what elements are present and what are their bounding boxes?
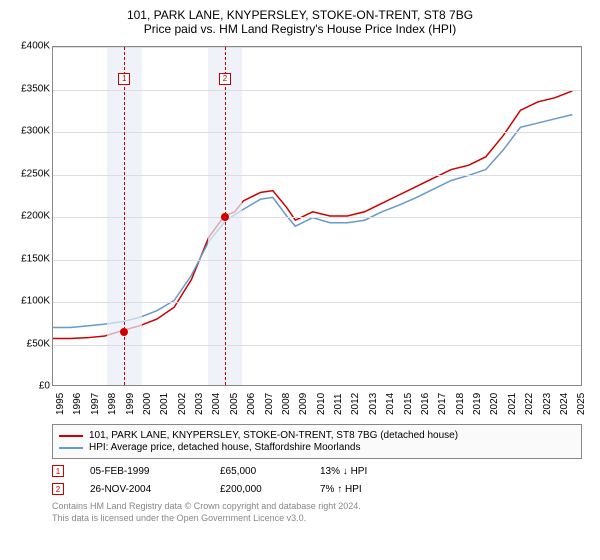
x-axis-label: 1996 (72, 393, 83, 415)
x-axis-label: 2007 (264, 393, 275, 415)
footnote-line-2: This data is licensed under the Open Gov… (52, 513, 590, 525)
chart-title: 101, PARK LANE, KNYPERSLEY, STOKE-ON-TRE… (10, 8, 590, 22)
event-marker-1: 1 (52, 465, 64, 477)
legend-label-hpi: HPI: Average price, detached house, Staf… (89, 442, 360, 453)
legend-swatch-property (59, 435, 83, 437)
event-row-1: 1 05-FEB-1999 £65,000 13% ↓ HPI (52, 465, 590, 477)
event-row-2: 2 26-NOV-2004 £200,000 7% ↑ HPI (52, 483, 590, 495)
y-axis-label: £50K (27, 338, 50, 349)
x-axis-label: 2014 (385, 393, 396, 415)
x-axis-label: 2003 (194, 393, 205, 415)
x-axis-label: 2022 (524, 393, 535, 415)
x-axis-label: 2019 (472, 393, 483, 415)
chart-area: 12 £0£50K£100K£150K£200K£250K£300K£350K£… (10, 40, 590, 420)
x-axis-label: 2025 (576, 393, 587, 415)
footnote-line-1: Contains HM Land Registry data © Crown c… (52, 501, 590, 513)
legend-swatch-hpi (59, 447, 83, 449)
x-axis-label: 2001 (159, 393, 170, 415)
event-hpi-2: 7% ↑ HPI (320, 484, 410, 495)
x-axis-label: 2011 (333, 393, 344, 415)
x-axis-label: 2020 (489, 393, 500, 415)
x-axis-label: 1995 (55, 393, 66, 415)
x-axis-label: 2017 (437, 393, 448, 415)
x-axis-label: 2002 (177, 393, 188, 415)
x-axis-label: 2008 (281, 393, 292, 415)
chart-subtitle: Price paid vs. HM Land Registry's House … (10, 22, 590, 36)
x-axis-label: 2000 (142, 393, 153, 415)
x-axis-label: 1999 (125, 393, 136, 415)
x-axis-label: 2009 (298, 393, 309, 415)
x-axis-label: 2006 (246, 393, 257, 415)
x-axis-label: 1998 (107, 393, 118, 415)
event-hpi-1: 13% ↓ HPI (320, 466, 410, 477)
y-axis-label: £300K (21, 126, 50, 137)
footnote: Contains HM Land Registry data © Crown c… (52, 501, 590, 524)
y-axis-label: £200K (21, 211, 50, 222)
event-date-1: 05-FEB-1999 (90, 466, 200, 477)
legend-row-hpi: HPI: Average price, detached house, Staf… (59, 442, 575, 453)
x-axis-label: 2004 (211, 393, 222, 415)
y-axis-label: £0 (39, 381, 50, 392)
chart-dot-2 (221, 213, 229, 221)
y-axis-label: £150K (21, 253, 50, 264)
x-axis-label: 2015 (403, 393, 414, 415)
y-axis-label: £100K (21, 296, 50, 307)
x-axis-label: 1997 (90, 393, 101, 415)
x-axis-label: 2005 (229, 393, 240, 415)
legend-row-property: 101, PARK LANE, KNYPERSLEY, STOKE-ON-TRE… (59, 430, 575, 441)
event-marker-2: 2 (52, 483, 64, 495)
chart-dot-1 (120, 328, 128, 336)
legend: 101, PARK LANE, KNYPERSLEY, STOKE-ON-TRE… (52, 424, 582, 459)
legend-label-property: 101, PARK LANE, KNYPERSLEY, STOKE-ON-TRE… (89, 430, 458, 441)
x-axis-label: 2016 (420, 393, 431, 415)
x-axis-label: 2018 (455, 393, 466, 415)
x-axis-label: 2010 (316, 393, 327, 415)
x-axis-label: 2021 (507, 393, 518, 415)
x-axis-label: 2012 (350, 393, 361, 415)
x-axis-label: 2013 (368, 393, 379, 415)
event-price-1: £65,000 (220, 466, 300, 477)
x-axis-label: 2024 (559, 393, 570, 415)
x-axis-label: 2023 (542, 393, 553, 415)
chart-container: 101, PARK LANE, KNYPERSLEY, STOKE-ON-TRE… (0, 0, 600, 560)
chart-marker-1: 1 (118, 73, 130, 85)
plot-region: 12 (52, 46, 582, 386)
event-price-2: £200,000 (220, 484, 300, 495)
y-axis-label: £400K (21, 41, 50, 52)
y-axis-label: £250K (21, 168, 50, 179)
event-date-2: 26-NOV-2004 (90, 484, 200, 495)
y-axis-label: £350K (21, 83, 50, 94)
chart-marker-2: 2 (219, 73, 231, 85)
